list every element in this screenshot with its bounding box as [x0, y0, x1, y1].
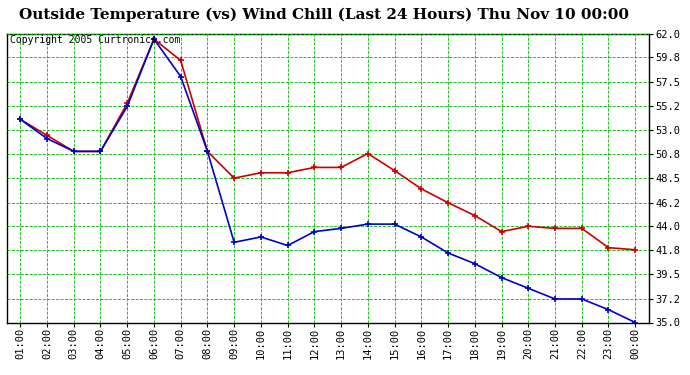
Text: Copyright 2005 Curtronics.com: Copyright 2005 Curtronics.com: [10, 35, 181, 45]
Text: Outside Temperature (vs) Wind Chill (Last 24 Hours) Thu Nov 10 00:00: Outside Temperature (vs) Wind Chill (Las…: [19, 8, 629, 22]
